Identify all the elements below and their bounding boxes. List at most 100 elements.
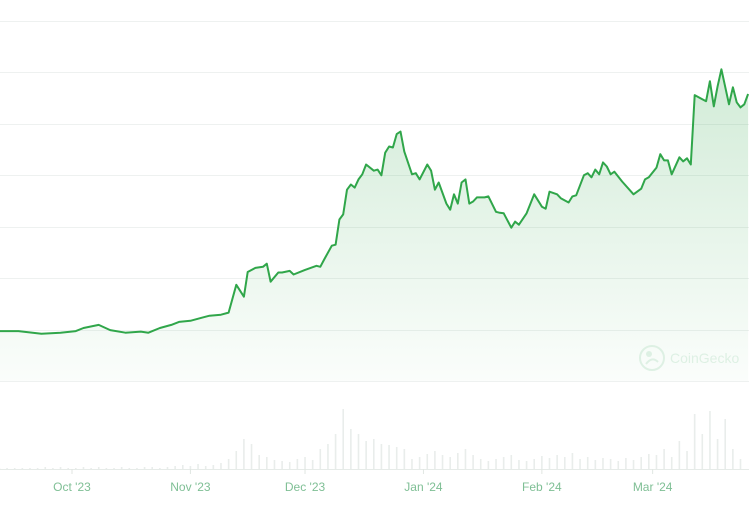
volume-bar: [609, 459, 612, 469]
x-tick-label: Nov '23: [170, 480, 211, 494]
volume-bar: [701, 434, 704, 469]
volume-bar: [44, 467, 47, 469]
volume-bar: [75, 468, 77, 469]
volume-bar: [296, 459, 299, 469]
volume-bar: [136, 468, 138, 469]
volume-bar: [403, 449, 406, 469]
volume-bar: [678, 441, 681, 469]
volume-bar: [663, 449, 665, 469]
volume-bar: [227, 459, 230, 469]
volume-bar: [90, 468, 92, 469]
volume-bar: [732, 449, 734, 469]
volume-bar: [640, 457, 642, 469]
volume-bar: [548, 458, 551, 469]
volume-bar: [487, 461, 490, 469]
volume-bar: [441, 455, 444, 469]
volume-bar: [143, 467, 146, 469]
volume-bar: [617, 461, 620, 469]
volume-bar: [388, 445, 390, 469]
volume-bar: [128, 468, 131, 469]
volume-bar: [288, 462, 291, 469]
volume-bar: [159, 468, 161, 469]
volume-bar: [311, 460, 314, 469]
volume-bar: [716, 439, 719, 469]
volume-bar: [52, 468, 54, 469]
volume-bar: [258, 455, 260, 469]
volume-bar: [579, 459, 581, 469]
x-tick-label: Jan '24: [404, 480, 443, 494]
volume-bar: [13, 468, 16, 469]
volume-bar: [365, 441, 367, 469]
volume-bar: [181, 465, 184, 469]
gecko-logo-icon: [639, 345, 665, 371]
volume-bar: [510, 455, 513, 469]
coingecko-watermark: CoinGecko: [638, 344, 739, 372]
volume-bar: [97, 467, 100, 469]
volume-bar: [319, 449, 322, 469]
volume-bar: [189, 466, 192, 469]
volume-bar: [220, 463, 222, 469]
volume-bar: [418, 457, 421, 469]
volume-bar: [6, 468, 8, 469]
volume-bar: [479, 459, 482, 469]
volume-bar: [29, 468, 31, 469]
volume-bar: [724, 419, 727, 469]
volume-bar: [709, 411, 711, 469]
volume-bar: [212, 465, 215, 469]
volume-bar: [350, 429, 352, 469]
volume-bar: [243, 439, 245, 469]
watermark-text: CoinGecko: [670, 350, 740, 366]
volume-bar: [464, 449, 467, 469]
volume-bar: [648, 454, 650, 469]
volume-bar: [571, 453, 574, 469]
volume-bar: [594, 460, 597, 469]
volume-bar: [670, 457, 673, 469]
volume-bar: [502, 457, 505, 469]
volume-bar: [655, 455, 658, 469]
volume-bar: [304, 457, 306, 469]
volume-bar: [739, 459, 742, 469]
volume-bar: [273, 460, 276, 469]
volume-bar: [541, 456, 543, 469]
volume-bar: [235, 451, 238, 469]
volume-bar: [151, 467, 154, 469]
volume-bar: [281, 461, 283, 469]
volume-bar: [36, 468, 39, 469]
volume-bar: [21, 468, 24, 469]
x-axis: Oct '23 Nov '23 Dec '23 Jan '24 Feb '24 Mar '…: [53, 469, 673, 494]
volume-bar: [525, 461, 528, 469]
volume-bar: [266, 457, 268, 469]
volume-bar: [120, 467, 123, 469]
volume-bar: [434, 451, 436, 469]
volume-bar: [174, 466, 176, 469]
volume-bar: [472, 455, 474, 469]
price-line: [0, 68, 749, 335]
volume-bar: [602, 458, 604, 469]
x-tick-label: Mar '24: [633, 480, 673, 494]
volume-bar: [204, 466, 207, 469]
volume-bar: [533, 459, 536, 469]
volume-bar: [342, 409, 345, 469]
volume-bar: [426, 454, 429, 469]
volume-bar: [67, 468, 69, 469]
x-tick-label: Feb '24: [522, 480, 562, 494]
volume-bar: [250, 444, 253, 469]
volume-bar: [518, 460, 520, 469]
volume-bar: [395, 447, 398, 469]
x-tick-label: Dec '23: [285, 480, 326, 494]
volume-bar: [327, 444, 329, 469]
volume-bar: [556, 455, 558, 469]
volume-bar: [82, 467, 85, 469]
x-tick-label: Oct '23: [53, 480, 91, 494]
volume-bar: [372, 439, 375, 469]
volume-bar: [563, 457, 566, 469]
volume-bar: [357, 434, 360, 469]
volume-bar: [166, 467, 169, 469]
volume-bar: [380, 444, 383, 469]
price-area-fill: [0, 69, 749, 381]
volume-bar: [105, 468, 108, 469]
volume-bar: [632, 460, 635, 469]
volume-bar: [686, 451, 688, 469]
volume-bar: [334, 434, 337, 469]
